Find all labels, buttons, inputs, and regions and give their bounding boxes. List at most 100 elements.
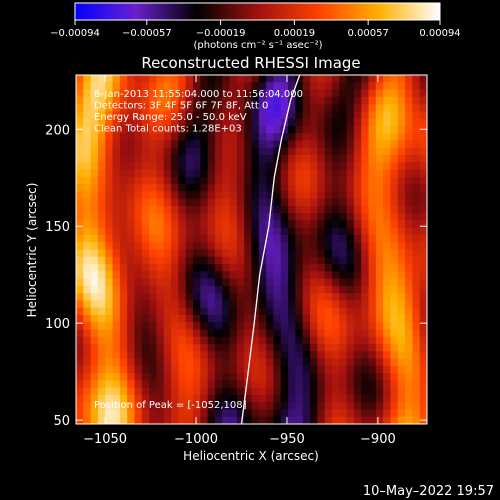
heatmap-cell [280, 285, 289, 294]
heatmap-cell [310, 184, 318, 192]
heatmap-cell [368, 373, 377, 381]
heatmap-cell [339, 154, 348, 163]
heatmap-cell [127, 154, 136, 163]
heatmap-cell [375, 213, 384, 222]
heatmap-cell [141, 271, 150, 280]
heatmap-cell [310, 125, 318, 134]
heatmap-cell [149, 329, 158, 338]
heatmap-cell [105, 213, 114, 222]
heatmap-cell [288, 205, 296, 214]
heatmap-cell [339, 394, 348, 403]
heatmap-cell [83, 125, 92, 134]
heatmap-cell [90, 249, 99, 258]
heatmap-cell [141, 358, 150, 367]
heatmap-cell [163, 227, 172, 236]
heatmap-cell [207, 191, 216, 200]
heatmap-cell [90, 140, 99, 149]
heatmap-cell [127, 133, 136, 142]
heatmap-cell [324, 416, 333, 424]
heatmap-cell [134, 307, 143, 316]
heatmap-cell [83, 322, 92, 331]
heatmap-cell [156, 118, 165, 127]
heatmap-cell [149, 213, 158, 222]
heatmap-cell [273, 278, 282, 287]
heatmap-cell [383, 198, 392, 207]
heatmap-cell [156, 162, 165, 171]
heatmap-cell [229, 322, 238, 331]
heatmap-cell [375, 75, 384, 83]
heatmap-cell [324, 285, 333, 294]
heatmap-cell [112, 293, 121, 301]
heatmap-cell [273, 191, 282, 200]
heatmap-cell [185, 140, 194, 149]
heatmap-cell [163, 285, 172, 294]
heatmap-cell [229, 293, 238, 301]
heatmap-cell [83, 351, 92, 360]
heatmap-cell [149, 264, 158, 272]
heatmap-cell [346, 387, 355, 396]
heatmap-cell [207, 118, 216, 127]
heatmap-cell [222, 220, 231, 229]
heatmap-cell [405, 184, 413, 192]
heatmap-cell [266, 75, 275, 83]
heatmap-cell [266, 82, 275, 91]
heatmap-cell [119, 104, 128, 112]
heatmap-cell [193, 256, 201, 265]
heatmap-cell [346, 169, 355, 178]
heatmap-cell [178, 220, 187, 229]
heatmap-cell [171, 249, 179, 258]
heatmap-cell [258, 293, 267, 301]
heatmap-cell [97, 118, 106, 127]
heatmap-cell [112, 191, 121, 200]
heatmap-cell [412, 271, 421, 280]
heatmap-cell [236, 271, 245, 280]
heatmap-cell [412, 111, 421, 120]
annotation-line: Energy Range: 25.0 - 50.0 keV [94, 112, 247, 123]
heatmap-cell [324, 176, 333, 185]
heatmap-cell [193, 205, 201, 214]
heatmap-cell [76, 75, 84, 83]
heatmap-cell [200, 169, 209, 178]
heatmap-cell [383, 358, 392, 367]
heatmap-cell [251, 329, 260, 338]
heatmap-cell [214, 184, 223, 192]
heatmap-cell [397, 278, 406, 287]
heatmap-cell [375, 147, 384, 156]
heatmap-cell [266, 336, 275, 345]
heatmap-cell [200, 300, 209, 309]
heatmap-cell [171, 242, 179, 251]
heatmap-cell [280, 198, 289, 207]
heatmap-cell [273, 213, 282, 222]
heatmap-cell [346, 154, 355, 163]
heatmap-cell [214, 256, 223, 265]
heatmap-cell [90, 227, 99, 236]
heatmap-cell [251, 256, 260, 265]
heatmap-cell [317, 140, 326, 149]
heatmap-cell [163, 314, 172, 323]
heatmap-cell [83, 336, 92, 345]
heatmap-cell [156, 133, 165, 142]
heatmap-cell [149, 293, 158, 301]
heatmap-cell [390, 184, 399, 192]
heatmap-cell [214, 336, 223, 345]
heatmap-cell [324, 169, 333, 178]
heatmap-cell [134, 96, 143, 105]
heatmap-cell [295, 249, 304, 258]
heatmap-cell [236, 336, 245, 345]
heatmap-cell [112, 205, 121, 214]
heatmap-cell [258, 213, 267, 222]
heatmap-cell [368, 96, 377, 105]
heatmap-cell [273, 75, 282, 83]
heatmap-cell [178, 271, 187, 280]
heatmap-cell [171, 162, 179, 171]
heatmap-cell [419, 300, 427, 309]
heatmap-cell [193, 234, 201, 243]
heatmap-cell [76, 118, 84, 127]
heatmap-cell [156, 75, 165, 83]
heatmap-cell [200, 285, 209, 294]
heatmap-cell [222, 111, 231, 120]
heatmap-cell [397, 104, 406, 112]
heatmap-cell [149, 249, 158, 258]
heatmap-cell [222, 96, 231, 105]
heatmap-cell [207, 125, 216, 134]
